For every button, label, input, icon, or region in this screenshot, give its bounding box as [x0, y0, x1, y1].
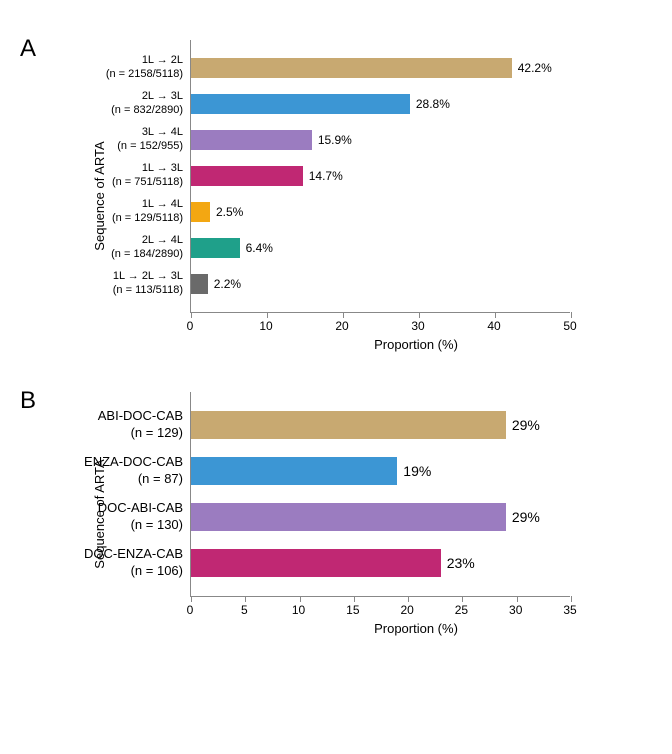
x-tick-label: 20 — [400, 603, 413, 617]
x-tick-label: 30 — [411, 319, 424, 333]
bar — [191, 94, 410, 114]
bar-category-label: 1L → 2L → 3L (n = 113/5118) — [71, 270, 191, 298]
bar — [191, 549, 441, 577]
panel-b: B Sequence of ARTA ABI-DOC-CAB (n = 129)… — [30, 392, 642, 636]
bar-value-label: 14.7% — [309, 169, 343, 183]
bar — [191, 503, 506, 531]
bar — [191, 274, 208, 294]
bar-category-label: 1L → 3L (n = 751/5118) — [71, 162, 191, 190]
bar — [191, 130, 312, 150]
bar-value-label: 28.8% — [416, 97, 450, 111]
bar-row: 1L → 2L (n = 2158/5118)42.2% — [191, 50, 570, 86]
panel-b-xticks: 05101520253035 — [190, 597, 570, 617]
x-tick-mark — [571, 312, 572, 318]
bar-value-label: 15.9% — [318, 133, 352, 147]
bar-category-label: 2L → 4L (n = 184/2890) — [71, 234, 191, 262]
bar-category-label: 2L → 3L (n = 832/2890) — [71, 90, 191, 118]
panel-a-xlabel: Proportion (%) — [190, 337, 642, 352]
x-tick-label: 0 — [187, 603, 194, 617]
x-tick-mark — [571, 596, 572, 602]
x-tick-label: 25 — [455, 603, 468, 617]
bar-row: DOC-ENZA-CAB (n = 106)23% — [191, 540, 570, 586]
panel-a-label: A — [20, 35, 36, 63]
bar-category-label: 1L → 4L (n = 129/5118) — [71, 198, 191, 226]
panel-b-label: B — [20, 387, 36, 415]
x-tick-label: 20 — [335, 319, 348, 333]
bar-value-label: 23% — [447, 555, 475, 571]
bar — [191, 202, 210, 222]
bar-value-label: 29% — [512, 417, 540, 433]
bar-row: 1L → 3L (n = 751/5118)14.7% — [191, 158, 570, 194]
bar-category-label: 1L → 2L (n = 2158/5118) — [71, 54, 191, 82]
bar-row: 1L → 4L (n = 129/5118)2.5% — [191, 194, 570, 230]
bar-category-label: ENZA-DOC-CAB (n = 87) — [71, 454, 191, 488]
bar-row: 1L → 2L → 3L (n = 113/5118)2.2% — [191, 266, 570, 302]
panel-a-xticks: 01020304050 — [190, 313, 570, 333]
x-tick-label: 0 — [187, 319, 194, 333]
bar-category-label: 3L → 4L (n = 152/955) — [71, 126, 191, 154]
x-tick-label: 30 — [509, 603, 522, 617]
bar — [191, 166, 303, 186]
x-tick-label: 5 — [241, 603, 248, 617]
bar-category-label: DOC-ENZA-CAB (n = 106) — [71, 546, 191, 580]
bar-row: ABI-DOC-CAB (n = 129)29% — [191, 402, 570, 448]
x-tick-label: 40 — [487, 319, 500, 333]
panel-a-chart: Sequence of ARTA 1L → 2L (n = 2158/5118)… — [70, 40, 642, 352]
bar-value-label: 19% — [403, 463, 431, 479]
bar-row: ENZA-DOC-CAB (n = 87)19% — [191, 448, 570, 494]
x-tick-label: 35 — [563, 603, 576, 617]
bar-category-label: ABI-DOC-CAB (n = 129) — [71, 408, 191, 442]
panel-a-plot: 1L → 2L (n = 2158/5118)42.2%2L → 3L (n =… — [190, 40, 642, 352]
panel-b-bars: ABI-DOC-CAB (n = 129)29%ENZA-DOC-CAB (n … — [190, 392, 570, 597]
x-tick-label: 15 — [346, 603, 359, 617]
x-tick-label: 10 — [292, 603, 305, 617]
bar-value-label: 6.4% — [246, 241, 273, 255]
bar — [191, 58, 512, 78]
bar-value-label: 2.2% — [214, 277, 241, 291]
bar-row: 2L → 3L (n = 832/2890)28.8% — [191, 86, 570, 122]
x-tick-label: 50 — [563, 319, 576, 333]
bar — [191, 457, 397, 485]
bar-value-label: 29% — [512, 509, 540, 525]
bar-category-label: DOC-ABI-CAB (n = 130) — [71, 500, 191, 534]
bar — [191, 411, 506, 439]
bar-value-label: 2.5% — [216, 205, 243, 219]
bar-value-label: 42.2% — [518, 61, 552, 75]
panel-a: A Sequence of ARTA 1L → 2L (n = 2158/511… — [30, 40, 642, 352]
x-tick-label: 10 — [259, 319, 272, 333]
bar-row: 3L → 4L (n = 152/955)15.9% — [191, 122, 570, 158]
bar — [191, 238, 240, 258]
panel-a-bars: 1L → 2L (n = 2158/5118)42.2%2L → 3L (n =… — [190, 40, 570, 313]
panel-b-plot: ABI-DOC-CAB (n = 129)29%ENZA-DOC-CAB (n … — [190, 392, 642, 636]
panel-b-chart: Sequence of ARTA ABI-DOC-CAB (n = 129)29… — [70, 392, 642, 636]
bar-row: DOC-ABI-CAB (n = 130)29% — [191, 494, 570, 540]
bar-row: 2L → 4L (n = 184/2890)6.4% — [191, 230, 570, 266]
panel-b-xlabel: Proportion (%) — [190, 621, 642, 636]
